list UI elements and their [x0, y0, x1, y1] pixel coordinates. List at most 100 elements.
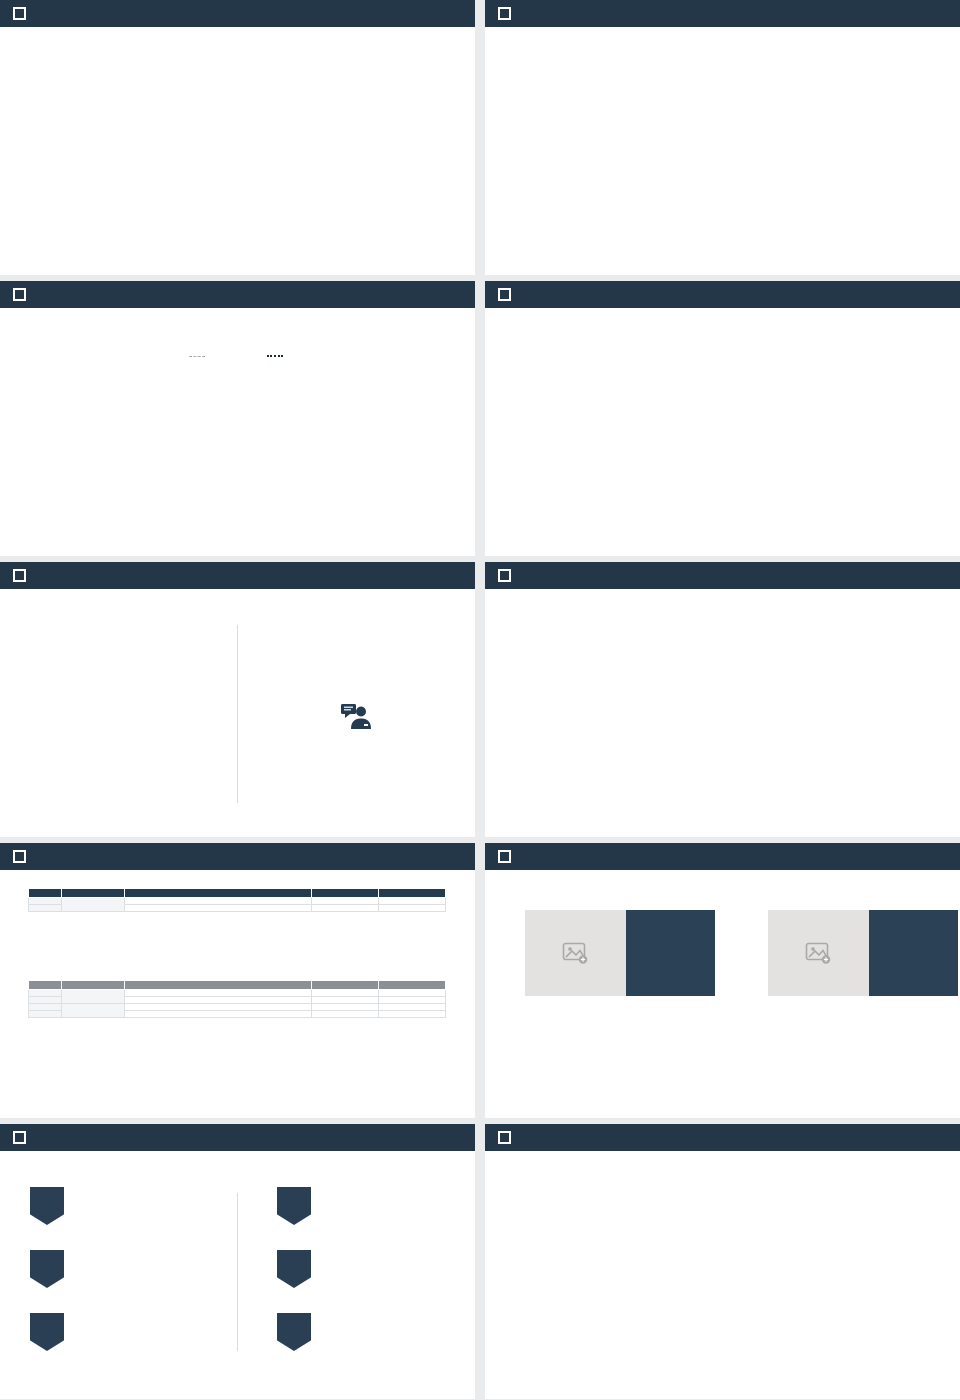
timeline-cell: [378, 1003, 446, 1011]
image-placeholder[interactable]: [525, 910, 626, 996]
data-table-1: [28, 888, 446, 912]
brand-logo: [10, 1097, 24, 1111]
slide-data-comparison-chart[interactable]: [0, 562, 475, 837]
slide-content: [0, 589, 475, 837]
slide-data-comparison[interactable]: [485, 843, 960, 1118]
slide-header: [0, 843, 475, 870]
pie-panel: [4, 589, 232, 837]
brand-logo: [10, 535, 24, 549]
chart-legend: [689, 699, 698, 729]
table-header-row: [28, 888, 446, 898]
swatch-icon: [87, 639, 92, 644]
risk-block-3: [495, 1319, 643, 1323]
timeline-cell: [378, 996, 446, 1004]
course-cell: [124, 989, 312, 997]
swatch-icon: [689, 712, 694, 717]
row-index: [28, 996, 62, 1004]
head-cell: [311, 996, 379, 1004]
slide-content: [485, 308, 960, 556]
slide-data-tables[interactable]: [0, 843, 475, 1118]
risk-pinwheel-diagram: [644, 1186, 802, 1344]
slide-line-chart-tool[interactable]: [0, 281, 475, 556]
number-badge: [30, 1313, 64, 1351]
legend-item: [129, 639, 136, 644]
image-placeholder[interactable]: [768, 910, 869, 996]
table-row: [28, 1010, 446, 1018]
col-header: [311, 980, 379, 990]
swatch-icon: [338, 639, 343, 644]
progress-ring-80: [869, 910, 958, 996]
comparison-card-2: [768, 910, 958, 996]
square-bullet-icon: [498, 288, 511, 301]
chart-legend: [485, 352, 960, 355]
number-badge: [277, 1250, 311, 1288]
table-row: [28, 989, 446, 1004]
square-bullet-icon: [13, 850, 26, 863]
line-chart: [8, 376, 466, 508]
legend-item: [143, 639, 150, 644]
col-header: [28, 980, 62, 990]
course-cell: [124, 904, 312, 912]
toc-item-05[interactable]: [277, 1250, 475, 1288]
quarter-donut-chart: [533, 644, 683, 794]
percent-label: [626, 910, 715, 996]
swatch-icon: [352, 639, 357, 644]
risk-block-6: [813, 1319, 947, 1323]
col-header: [378, 980, 446, 990]
slide-area-line-charts[interactable]: [485, 0, 960, 275]
row-index: [28, 1010, 62, 1018]
square-bullet-icon: [498, 7, 511, 20]
legend-item: [689, 724, 698, 729]
slide-header: [0, 281, 475, 308]
brand-logo: [10, 1378, 24, 1392]
slide-header: [485, 0, 960, 27]
progress-ring-60: [626, 910, 715, 996]
swatch-icon: [366, 639, 371, 644]
head-cell: [311, 989, 379, 997]
swatch-icon: [689, 699, 694, 704]
risk-block-2: [485, 1261, 629, 1265]
slide-content: [0, 27, 475, 275]
slide-content: [485, 1151, 960, 1399]
toc-item-01[interactable]: [30, 1187, 234, 1225]
toc-item-03[interactable]: [30, 1313, 234, 1351]
slide-toc-bullets[interactable]: [0, 1124, 475, 1399]
table-row: [28, 1003, 446, 1018]
brand-logo: [10, 254, 24, 268]
row-index: [28, 897, 62, 905]
timeline-cell: [378, 904, 446, 912]
slide-header: [0, 562, 475, 589]
legend-item: [380, 639, 387, 644]
slide-risk-analysis[interactable]: [485, 1124, 960, 1399]
dotted-line-icon: [266, 355, 283, 357]
toc-item-04[interactable]: [277, 1187, 475, 1225]
number-badge: [30, 1250, 64, 1288]
brand-logo: [495, 535, 509, 549]
row-index: [28, 1003, 62, 1011]
slide-header: [485, 843, 960, 870]
square-bullet-icon: [498, 850, 511, 863]
course-cell: [124, 996, 312, 1004]
course-cell: [124, 1010, 312, 1018]
col-header: [311, 888, 379, 898]
slide-leaderboard-bar-chart[interactable]: [0, 0, 475, 275]
text-block-2: [762, 715, 938, 721]
table-header-row: [28, 980, 446, 990]
toc-item-06[interactable]: [277, 1313, 475, 1351]
comparison-card-1: [525, 910, 715, 996]
legend-item: [352, 639, 359, 644]
pie-chart: [53, 651, 183, 781]
line-swatch-icon: [654, 352, 668, 355]
toc-item-02[interactable]: [30, 1250, 234, 1288]
data-table-2: [28, 980, 446, 1018]
risk-block-4: [813, 1197, 947, 1201]
col-header: [28, 888, 62, 898]
slide-quarterly-comparison[interactable]: [485, 562, 960, 837]
multi-line-chart: [499, 370, 945, 516]
col-header: [61, 888, 125, 898]
slide-dimensions-chart[interactable]: [485, 281, 960, 556]
slide-content: [485, 589, 960, 837]
square-bullet-icon: [13, 7, 26, 20]
line-swatch-icon: [774, 352, 788, 355]
chart-legend: [241, 639, 469, 644]
